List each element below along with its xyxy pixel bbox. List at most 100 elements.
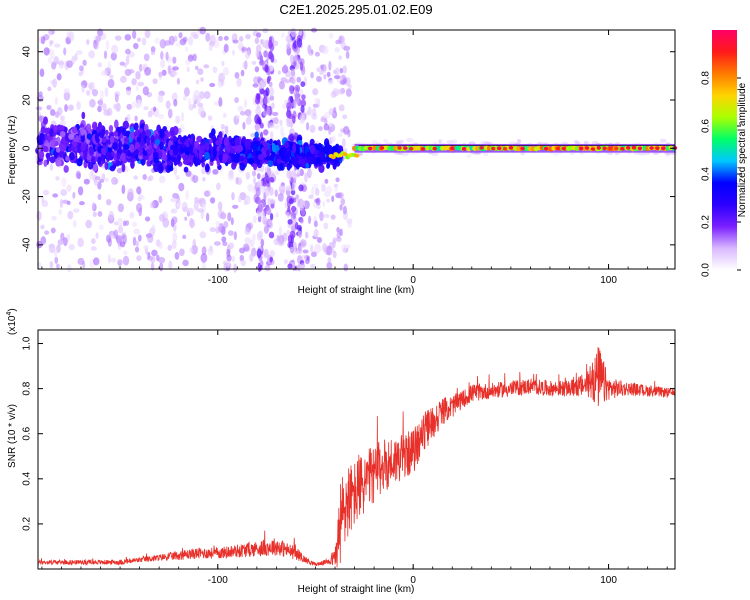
spectrogram-cell [175,175,180,180]
spectrogram-cell [203,64,210,69]
spectrogram-cell [278,184,286,194]
spectrogram-cell [201,261,207,270]
spectrogram-cell [47,57,53,64]
spectrogram-cell [289,95,294,104]
spectrogram-cell [234,137,240,146]
snr-y-tick-label: 0.6 [22,426,33,440]
spectrogram-cell [266,106,271,116]
spectrogram-cell [215,220,221,228]
spectrogram-cell [170,208,176,214]
spectrogram-cell [153,157,159,164]
spectrogram-cell [136,37,142,42]
spectrogram-cell [338,55,343,60]
spectrogram-cell [242,121,246,130]
spectrogram-cell [125,220,130,226]
spectrogram-y-tick-label: 20 [22,94,33,106]
spectrogram-cell [264,64,269,73]
spectrogram-cell [92,39,98,49]
spectrogram-cell [288,133,295,143]
spectrogram-cell [233,97,240,103]
spectrogram-cell [77,257,85,266]
spectrogram-cell [110,257,117,263]
spectrogram-cell [83,178,90,185]
spectrogram-cell [335,177,340,183]
spectrogram-cell [334,47,340,53]
spectrogram-cell [256,231,262,241]
spectrogram-cell [203,92,210,99]
spectrogram-cell [129,143,135,153]
spectrogram-cell [126,113,131,122]
spectrogram-cell [236,77,242,88]
spectrogram-cell [337,132,343,138]
spectrogram-cell [310,251,317,258]
spectrogram-cell [99,132,104,139]
spectrogram-y-tick-label: -20 [22,189,33,204]
spectrogram-cell [309,144,316,155]
spectrogram-cell [257,215,262,223]
spectrogram-cell [289,76,295,84]
spectrogram-cell [322,243,327,252]
spectrogram-cell [252,177,257,185]
spectrogram-cell [326,261,333,270]
spectrogram-cell [125,48,131,55]
spectrogram-cell [271,142,276,153]
spectrogram-cell [223,153,229,160]
spectrogram-cell [141,37,147,46]
spectrogram-cell [269,257,273,263]
spectrogram-cell [153,163,160,173]
spectrogram-cell [49,156,56,164]
spectrogram-cell [113,103,118,110]
spectrogram-cell [181,201,188,212]
spectrogram-cell [409,146,414,151]
spectrogram-cell [294,93,299,102]
spectrogram-cell [276,158,282,164]
spectrogram-cell [158,256,166,264]
spectrogram-cell [552,151,560,156]
spectrogram-cell [172,232,178,242]
spectrogram-cell [140,64,146,71]
spectrogram-cell [168,35,175,46]
spectrogram-cell [278,148,283,157]
spectrogram-cell [330,214,336,220]
spectrogram-cell [230,217,234,226]
spectrogram-cell [555,146,560,151]
spectrogram-cell [309,124,316,133]
spectrogram-cell [227,212,232,222]
spectrogram-cell [221,60,225,67]
spectrogram-cell [218,131,223,138]
spectrogram-cell [227,230,234,236]
spectrogram-cell [311,113,318,120]
spectrogram-cell [590,147,596,151]
spectrogram-cell [331,135,336,143]
spectrogram-cell [266,174,270,184]
spectrogram-cell [88,50,96,59]
spectrogram-cell [233,231,237,241]
spectrogram-cell [292,55,299,63]
spectrogram-cell [256,32,262,38]
spectrogram-cell [193,200,199,211]
spectrogram-cell [323,222,329,230]
spectrogram-cell [158,150,163,159]
spectrogram-cell [144,129,152,137]
spectrogram-cell [284,141,289,149]
spectrogram-cell [91,155,95,164]
spectrogram-cell [47,28,52,38]
spectrogram-cell [299,114,305,124]
spectrogram-cell [217,201,223,211]
spectrogram-cell [286,121,292,128]
spectrogram-cell [334,67,340,76]
spectrogram-cell [100,147,106,154]
snr-x-tick-label: 0 [410,575,416,586]
spectrogram-cell [254,114,260,125]
spectrogram-cell [432,146,437,151]
spectrogram-cell [255,187,261,197]
spectrogram-cell [95,232,99,239]
spectrogram-cell [88,147,95,157]
spectrogram-cell [59,198,64,209]
spectrogram-cell [244,49,251,60]
spectrogram-cell [85,138,90,145]
spectrogram-cell [222,112,227,118]
spectrogram-cell [288,198,294,205]
spectrogram-cell [323,73,327,80]
spectrogram-cell [237,195,242,203]
